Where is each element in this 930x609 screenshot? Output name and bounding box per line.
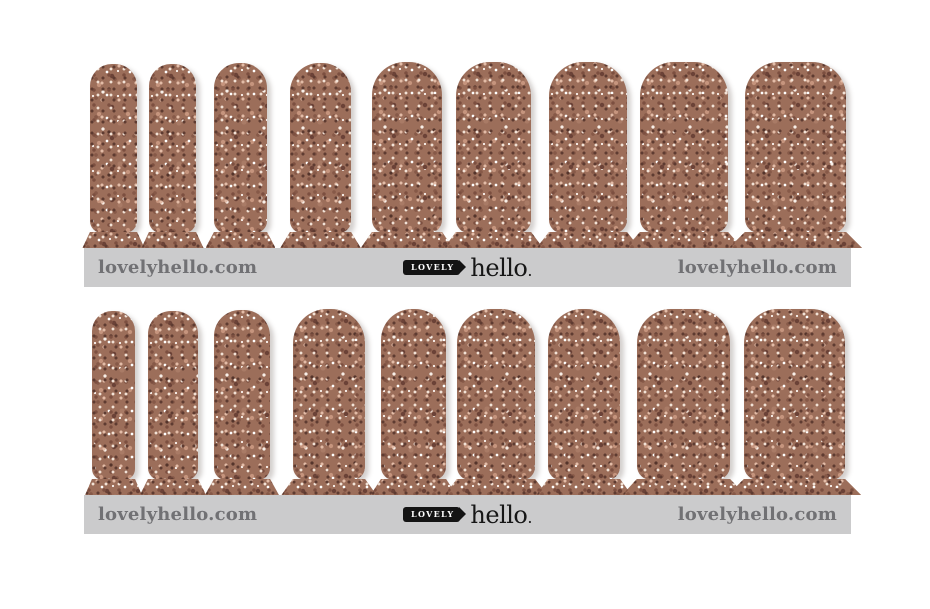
logo-period: . xyxy=(527,507,532,527)
logo-badge: LOVELY xyxy=(403,260,461,275)
nail-wrap xyxy=(92,311,135,480)
nail-wrap xyxy=(640,62,728,233)
nail-wrap xyxy=(548,309,620,480)
nail-wrap xyxy=(214,63,267,233)
logo-badge: LOVELY xyxy=(403,507,461,522)
nail-wrap xyxy=(90,64,137,233)
website-text-right: lovelyhello.com xyxy=(677,257,837,278)
lovelyhello-logo: LOVELY hello. xyxy=(403,503,532,527)
nail-wrap xyxy=(293,309,365,480)
nail-wrap xyxy=(214,310,270,480)
logo-wordmark: hello. xyxy=(470,500,532,529)
nail-wrap xyxy=(457,309,535,480)
sheet-1-banner: lovelyhello.com LOVELY hello. lovelyhell… xyxy=(84,248,851,287)
nail-wrap xyxy=(745,62,846,233)
nail-wrap xyxy=(148,311,198,480)
nail-wrap xyxy=(381,309,446,480)
nail-wrap xyxy=(744,309,845,480)
nail-wrap xyxy=(149,64,196,233)
website-text-left: lovelyhello.com xyxy=(98,504,258,525)
sheet-2-banner: lovelyhello.com LOVELY hello. lovelyhell… xyxy=(84,495,851,534)
logo-wordmark: hello. xyxy=(470,253,532,282)
nail-wrap xyxy=(456,62,531,233)
nail-wrap xyxy=(637,309,730,480)
lovelyhello-logo: LOVELY hello. xyxy=(403,256,532,280)
nail-wrap xyxy=(549,62,627,233)
logo-period: . xyxy=(527,260,532,280)
nail-wrap xyxy=(372,62,442,233)
nail-wrap xyxy=(290,63,351,233)
website-text-right: lovelyhello.com xyxy=(677,504,837,525)
website-text-left: lovelyhello.com xyxy=(98,257,258,278)
